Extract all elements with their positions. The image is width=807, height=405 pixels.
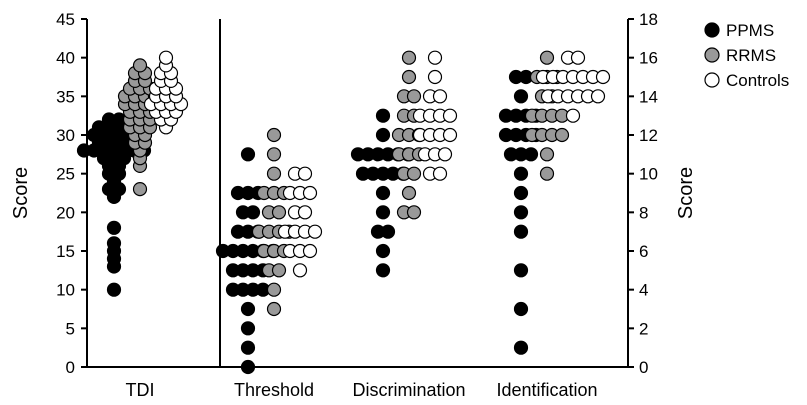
point-tdi-ppms <box>106 282 122 297</box>
legend-marker-rrms <box>704 47 720 63</box>
legend-label-rrms: RRMS <box>726 46 776 65</box>
point-identification-ppms <box>513 340 529 355</box>
point-threshold-ppms <box>240 301 256 317</box>
point-threshold-rrms <box>271 263 287 278</box>
left-tick-label: 20 <box>56 203 75 222</box>
point-discrimination-controls <box>427 69 443 85</box>
point-identification-rrms <box>539 147 555 162</box>
legend-label-ppms: PPMS <box>726 21 774 40</box>
category-label-identification: Identification <box>496 380 597 400</box>
point-identification-ppms <box>523 147 539 162</box>
left-tick-label: 35 <box>56 87 75 106</box>
point-threshold-ppms <box>240 340 256 355</box>
point-discrimination-rrms <box>401 185 417 201</box>
point-identification-rrms <box>554 127 570 143</box>
point-discrimination-rrms <box>401 69 417 85</box>
right-tick-label: 14 <box>639 87 658 106</box>
left-tick-label: 0 <box>66 358 75 377</box>
point-identification-controls <box>565 108 581 123</box>
point-discrimination-ppms <box>375 108 391 123</box>
point-threshold-ppms <box>240 359 256 375</box>
right-tick-label: 10 <box>639 165 658 184</box>
data-points <box>76 50 611 375</box>
point-discrimination-rrms <box>401 50 417 65</box>
left-tick-label: 45 <box>56 10 75 29</box>
point-threshold-rrms <box>266 282 282 297</box>
point-threshold-controls <box>297 205 313 220</box>
right-tick-label: 0 <box>639 358 648 377</box>
point-threshold-controls <box>297 166 313 181</box>
point-threshold-rrms <box>266 127 282 143</box>
point-discrimination-ppms <box>375 205 391 220</box>
point-threshold-ppms <box>240 147 256 162</box>
point-threshold-ppms <box>245 205 261 220</box>
point-identification-controls <box>590 89 606 104</box>
category-label-discrimination: Discrimination <box>352 380 465 400</box>
left-tick-label: 10 <box>56 281 75 300</box>
point-tdi-rrms <box>132 182 148 197</box>
legend: PPMS RRMS Controls <box>704 21 789 90</box>
left-tick-label: 5 <box>66 319 75 338</box>
category-label-tdi: TDI <box>126 380 155 400</box>
point-discrimination-rrms <box>406 89 422 104</box>
point-discrimination-ppms <box>375 127 391 143</box>
point-discrimination-ppms <box>380 224 396 239</box>
right-tick-label: 18 <box>639 10 658 29</box>
point-tdi-rrms <box>132 58 148 73</box>
left-tick-label: 30 <box>56 126 75 145</box>
point-identification-rrms <box>539 166 555 181</box>
point-discrimination-controls <box>432 166 448 181</box>
point-threshold-controls <box>302 185 318 201</box>
right-tick-label: 4 <box>639 281 648 300</box>
right-tick-label: 6 <box>639 242 648 261</box>
point-tdi-ppms <box>106 220 122 235</box>
legend-marker-controls <box>704 72 720 88</box>
right-tick-label: 8 <box>639 203 648 222</box>
point-threshold-rrms <box>266 301 282 317</box>
point-threshold-rrms <box>271 205 287 220</box>
point-discrimination-rrms <box>406 205 422 220</box>
point-identification-ppms <box>513 205 529 220</box>
point-identification-ppms <box>513 166 529 181</box>
point-identification-ppms <box>513 185 529 201</box>
point-threshold-rrms <box>266 166 282 181</box>
point-threshold-ppms <box>240 321 256 336</box>
point-tdi-ppms <box>106 236 122 251</box>
point-discrimination-rrms <box>406 166 422 181</box>
point-threshold-controls <box>302 243 318 259</box>
right-tick-label: 12 <box>639 126 658 145</box>
point-identification-rrms <box>539 50 555 65</box>
point-identification-controls <box>570 50 586 65</box>
point-identification-controls <box>595 69 611 85</box>
left-axis-title: Score <box>10 167 32 219</box>
axes: 0 5 10 15 20 25 30 35 40 45 0 2 4 6 8 10 12 14 16 18 Score Sc… <box>10 10 697 400</box>
legend-label-controls: Controls <box>726 71 789 90</box>
point-discrimination-controls <box>427 50 443 65</box>
point-threshold-controls <box>292 263 308 278</box>
point-discrimination-ppms <box>375 185 391 201</box>
point-identification-ppms <box>513 89 529 104</box>
point-discrimination-controls <box>432 89 448 104</box>
point-discrimination-ppms <box>375 243 391 259</box>
legend-marker-ppms <box>704 22 720 38</box>
right-tick-label: 2 <box>639 319 648 338</box>
left-tick-label: 15 <box>56 242 75 261</box>
point-identification-ppms <box>513 224 529 239</box>
left-tick-label: 40 <box>56 49 75 68</box>
point-identification-ppms <box>513 263 529 278</box>
right-tick-label: 16 <box>639 49 658 68</box>
point-threshold-rrms <box>266 147 282 162</box>
point-tdi-controls <box>158 50 174 65</box>
category-label-threshold: Threshold <box>234 380 314 400</box>
point-discrimination-controls <box>442 127 458 143</box>
point-discrimination-controls <box>442 108 458 123</box>
left-tick-label: 25 <box>56 165 75 184</box>
right-axis-title: Score <box>675 167 697 219</box>
point-discrimination-controls <box>437 147 453 162</box>
point-threshold-controls <box>307 224 323 239</box>
point-discrimination-ppms <box>375 263 391 278</box>
point-identification-ppms <box>513 301 529 317</box>
